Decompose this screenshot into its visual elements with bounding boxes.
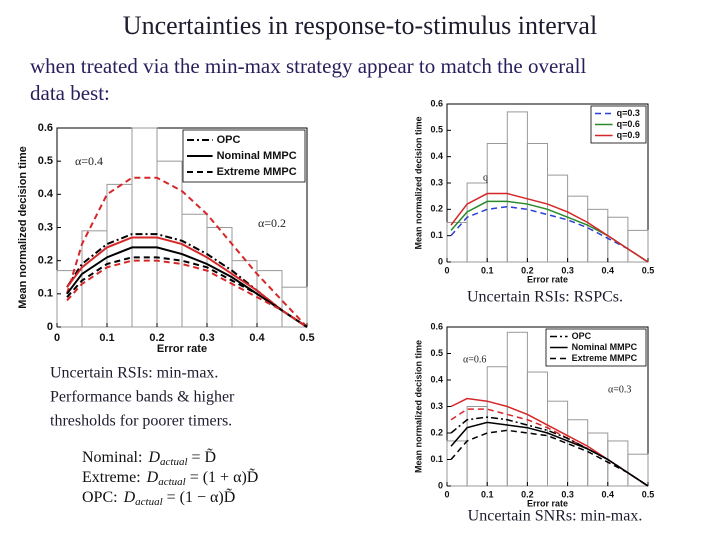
equation-part: = (1 − α)D̃ bbox=[167, 488, 236, 506]
annotation: q bbox=[483, 172, 488, 183]
x-axis-label: Error rate bbox=[527, 498, 568, 508]
y-tick-label: 0.1 bbox=[430, 230, 443, 240]
series-line bbox=[66, 259, 308, 328]
y-tick-label: 0.3 bbox=[38, 221, 53, 233]
x-tick-label: 0.2 bbox=[521, 489, 534, 499]
subtitle: when treated via the min-max strategy ap… bbox=[30, 54, 586, 78]
y-tick-label: 0.4 bbox=[430, 374, 443, 384]
y-tick-label: 0 bbox=[47, 321, 53, 333]
x-tick-label: 0.4 bbox=[249, 332, 265, 344]
series-line bbox=[450, 408, 649, 487]
x-tick-label: 0 bbox=[444, 265, 449, 275]
series-line bbox=[66, 256, 308, 328]
legend-label: OPC bbox=[572, 331, 592, 341]
equation-part: actual bbox=[160, 456, 188, 468]
y-tick-label: 0.6 bbox=[430, 98, 443, 108]
equation-part: OPC: bbox=[82, 489, 118, 506]
y-tick-label: 0.1 bbox=[430, 454, 443, 464]
equation: OPC: Dactual = (1 − α)D̃ bbox=[82, 488, 235, 508]
subtitle: data best: bbox=[30, 81, 110, 105]
annotation: α=0.4 bbox=[75, 154, 103, 168]
x-tick-label: 0.2 bbox=[149, 332, 164, 344]
equation-part: D bbox=[146, 469, 159, 486]
equation-part: Nominal: bbox=[82, 449, 142, 466]
x-tick-label: 0.2 bbox=[521, 265, 534, 275]
equation-part: D bbox=[123, 489, 136, 506]
y-axis-label: Mean normalized decision time bbox=[17, 146, 29, 309]
x-tick-label: 0.1 bbox=[481, 489, 494, 499]
y-tick-label: 0 bbox=[438, 480, 443, 490]
legend-label: Extreme MMPC bbox=[217, 166, 297, 178]
histogram-bar bbox=[281, 286, 308, 328]
annotation: α=0.2 bbox=[258, 216, 286, 230]
equation: Extreme: Dactual = (1 + α)D̃ bbox=[82, 468, 258, 488]
series-line bbox=[66, 233, 308, 328]
x-tick-label: 0.5 bbox=[299, 332, 314, 344]
series-line bbox=[450, 205, 649, 263]
legend-label: OPC bbox=[217, 134, 241, 146]
annotation: α=0.3 bbox=[608, 384, 631, 395]
annotation: α=0.6 bbox=[463, 354, 486, 365]
x-tick-label: 0.3 bbox=[561, 265, 574, 275]
y-tick-label: 0.1 bbox=[38, 288, 53, 300]
legend-label: Nominal MMPC bbox=[572, 342, 638, 352]
x-tick-label: 0.4 bbox=[602, 265, 615, 275]
legend-label: q=0.3 bbox=[617, 108, 640, 118]
y-axis-label: Mean normalized decision time bbox=[413, 340, 423, 473]
caption: thresholds for poorer timers. bbox=[50, 413, 232, 430]
x-tick-label: 0.1 bbox=[481, 265, 494, 275]
legend-label: q=0.9 bbox=[617, 130, 640, 140]
legend-label: Extreme MMPC bbox=[572, 353, 638, 363]
caption: Uncertain RSIs: min-max. bbox=[50, 365, 218, 382]
x-tick-label: 0.3 bbox=[561, 489, 574, 499]
caption: Performance bands & higher bbox=[50, 389, 235, 406]
y-tick-label: 0.5 bbox=[430, 125, 443, 135]
histogram-bar bbox=[627, 453, 649, 487]
y-axis-label: Mean normalized decision time bbox=[413, 116, 423, 249]
y-tick-label: 0.2 bbox=[38, 255, 53, 267]
y-tick-label: 0.5 bbox=[430, 348, 443, 358]
x-tick-label: 0.3 bbox=[199, 332, 214, 344]
y-tick-label: 0.2 bbox=[430, 427, 443, 437]
series-line bbox=[66, 236, 308, 328]
slide-title: Uncertainties in response-to-stimulus in… bbox=[123, 11, 597, 40]
y-tick-label: 0.3 bbox=[430, 177, 443, 187]
x-axis-label: Error rate bbox=[157, 343, 207, 355]
y-tick-label: 0.5 bbox=[38, 155, 53, 167]
y-tick-label: 0.3 bbox=[430, 401, 443, 411]
equation-part: = (1 + α)D̃ bbox=[190, 468, 259, 486]
y-tick-label: 0.6 bbox=[430, 321, 443, 331]
y-tick-label: 0.2 bbox=[430, 204, 443, 214]
equation-part: actual bbox=[158, 476, 186, 488]
equation-part: = D̃ bbox=[192, 448, 217, 466]
x-tick-label: 0.5 bbox=[642, 265, 655, 275]
equation: Nominal: Dactual = D̃ bbox=[82, 448, 216, 468]
legend-label: q=0.6 bbox=[617, 119, 640, 129]
x-tick-label: 0 bbox=[444, 489, 449, 499]
y-tick-label: 0.4 bbox=[430, 151, 443, 161]
caption: Uncertain SNRs: min-max. bbox=[468, 508, 643, 525]
caption: Uncertain RSIs: RSPCs. bbox=[467, 289, 623, 306]
y-tick-label: 0 bbox=[438, 256, 443, 266]
equation-part: D bbox=[147, 449, 160, 466]
x-axis-label: Error rate bbox=[527, 274, 568, 284]
equation-part: Extreme: bbox=[82, 469, 141, 486]
histogram-bar bbox=[627, 229, 649, 263]
series-line bbox=[450, 192, 649, 263]
equation-part: actual bbox=[135, 496, 163, 508]
y-tick-label: 0.4 bbox=[38, 188, 54, 200]
series-line bbox=[66, 176, 308, 328]
series-line bbox=[450, 429, 649, 487]
x-tick-label: 0 bbox=[54, 332, 60, 344]
y-tick-label: 0.6 bbox=[38, 122, 53, 134]
series-line bbox=[450, 421, 649, 487]
x-tick-label: 0.1 bbox=[99, 332, 114, 344]
legend-label: Nominal MMPC bbox=[217, 150, 297, 162]
x-tick-label: 0.5 bbox=[642, 489, 655, 499]
x-tick-label: 0.4 bbox=[602, 489, 615, 499]
series-line bbox=[450, 416, 649, 487]
